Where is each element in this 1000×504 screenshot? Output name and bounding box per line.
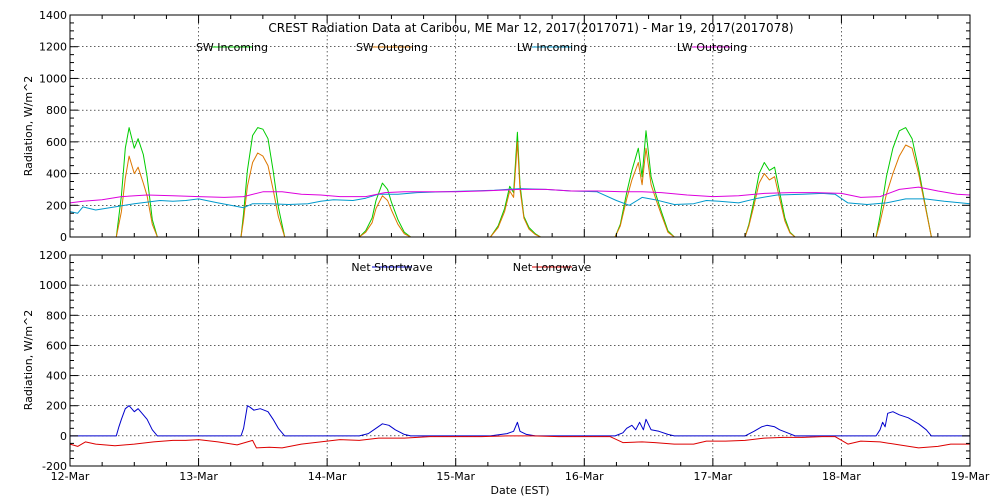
legend-label-net-longwave: Net Longwave <box>513 261 592 274</box>
legend-label-net-shortwave: Net Shortwave <box>351 261 433 274</box>
x-tick-label: 17-Mar <box>693 470 732 483</box>
top-y-tick-label: 1200 <box>39 41 67 54</box>
bottom-gridlines <box>70 255 970 466</box>
top-y-tick-label: 200 <box>46 199 67 212</box>
legend-label-lw-incoming: LW Incoming <box>517 41 587 54</box>
top-y-tick-label: 600 <box>46 136 67 149</box>
bottom-y-tick-label: 0 <box>60 430 67 443</box>
bottom-y-tick-label: 600 <box>46 339 67 352</box>
series-lw-outgoing <box>69 186 971 204</box>
x-tick-label: 13-Mar <box>179 470 218 483</box>
top-y-tick-label: 1400 <box>39 9 67 22</box>
x-tick-label: 18-Mar <box>822 470 861 483</box>
x-tick-label: 16-Mar <box>565 470 604 483</box>
bottom-y-tick-label: 200 <box>46 400 67 413</box>
top-chart-title: CREST Radiation Data at Caribou, ME Mar … <box>268 21 793 35</box>
x-tick-label: 14-Mar <box>308 470 347 483</box>
bottom-panel: -200 0 200 400 600 800 1000 1200 Radiation, W/m… <box>22 249 990 497</box>
bottom-series-group <box>69 405 970 449</box>
bottom-y-tick-label: 1200 <box>39 249 67 262</box>
top-legend: SW Incoming SW Outgoing LW Incoming LW Outg… <box>196 41 747 54</box>
bottom-y-tick-label: 400 <box>46 370 67 383</box>
series-sw-outgoing <box>115 141 932 238</box>
top-y-tick-label: 1000 <box>39 72 67 85</box>
x-tick-label: 19-Mar <box>951 470 990 483</box>
x-axis-label: Date (EST) <box>490 484 549 497</box>
top-y-tick-label: 0 <box>60 231 67 244</box>
top-series-group <box>69 127 971 238</box>
top-y-axis-label: Radiation, W/m^2 <box>22 76 35 177</box>
top-y-tick-label: 400 <box>46 168 67 181</box>
legend-label-sw-incoming: SW Incoming <box>196 41 268 54</box>
bottom-legend: Net Shortwave Net Longwave <box>351 261 591 274</box>
x-tick-label: 15-Mar <box>436 470 475 483</box>
legend-label-lw-outgoing: LW Outgoing <box>677 41 747 54</box>
series-net-shortwave <box>70 405 970 437</box>
x-tick-label: 12-Mar <box>51 470 90 483</box>
top-y-tick-label: 800 <box>46 104 67 117</box>
bottom-y-tick-label: -200 <box>42 460 67 473</box>
bottom-y-tick-label: 1000 <box>39 279 67 292</box>
bottom-ticks: -200 0 200 400 600 800 1000 1200 <box>39 249 971 473</box>
bottom-plot-frame <box>69 254 971 467</box>
top-ticks: 0 200 400 600 800 1000 1200 1400 <box>39 9 971 244</box>
x-tick-labels: 12-Mar 13-Mar 14-Mar 15-Mar 16-Mar 17-Mar 18-M… <box>51 470 990 483</box>
bottom-y-tick-label: 800 <box>46 309 67 322</box>
series-sw-incoming <box>115 127 932 238</box>
legend-label-sw-outgoing: SW Outgoing <box>356 41 428 54</box>
top-panel: 0 200 400 600 800 1000 1200 1400 CREST Radiatio… <box>22 9 971 244</box>
series-net-longwave <box>69 435 970 449</box>
bottom-y-axis-label: Radiation, W/m^2 <box>22 310 35 411</box>
